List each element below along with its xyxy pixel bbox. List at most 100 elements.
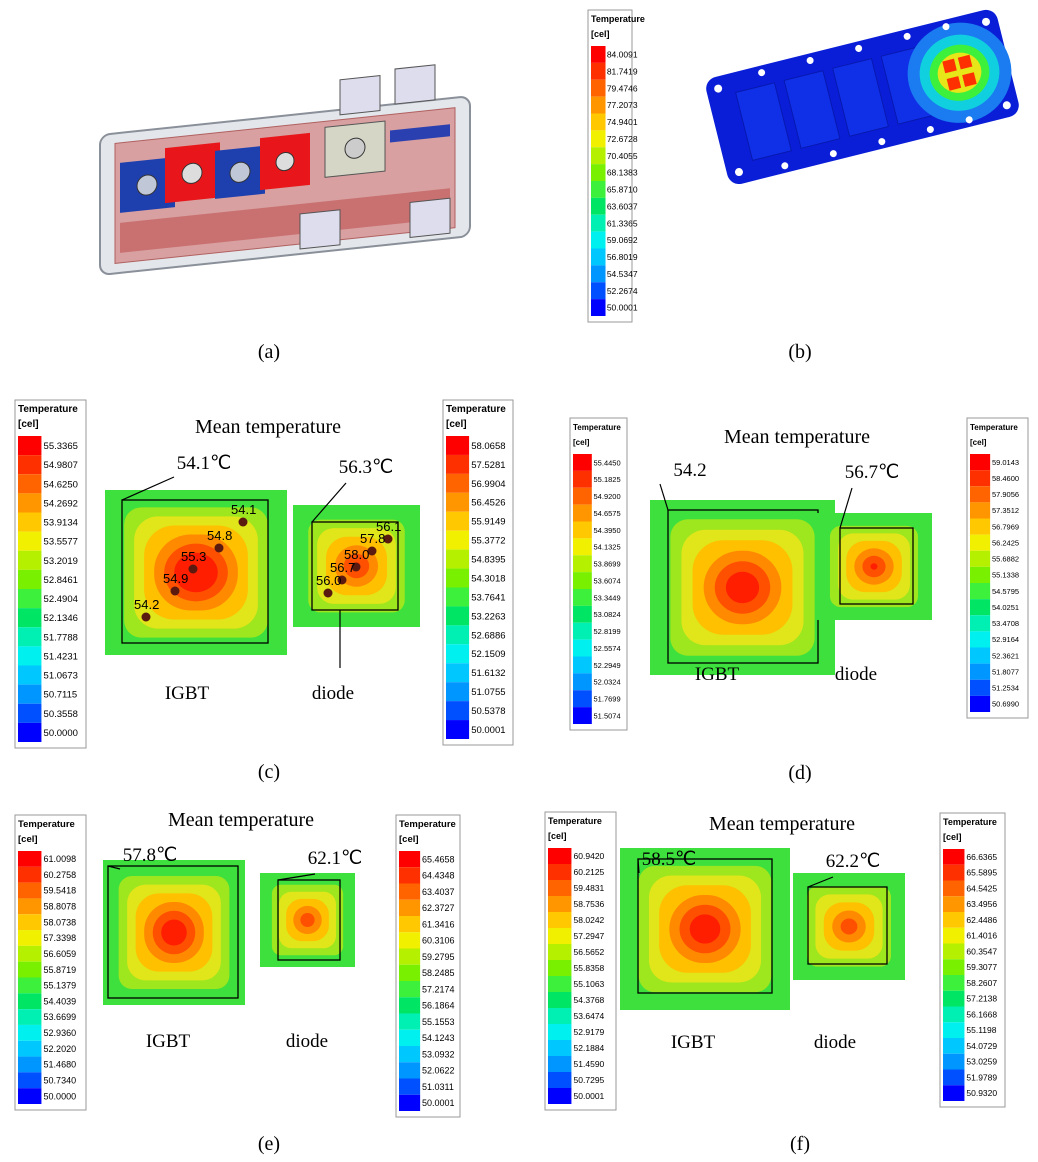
legend-swatch bbox=[399, 867, 420, 883]
legend-value: 56.7969 bbox=[992, 522, 1019, 531]
probe-label: 54.9 bbox=[163, 571, 188, 586]
legend-swatch bbox=[548, 976, 571, 992]
legend-swatch bbox=[18, 436, 41, 455]
legend-value: 62.4486 bbox=[966, 915, 997, 925]
legend-swatch bbox=[18, 1041, 41, 1057]
legend-value: 55.9149 bbox=[471, 517, 505, 528]
legend-swatch bbox=[943, 1070, 964, 1086]
heat-level bbox=[871, 563, 878, 569]
legend-swatch bbox=[943, 849, 964, 865]
legend-value: 51.4231 bbox=[44, 651, 78, 662]
legend-swatch bbox=[446, 606, 469, 625]
legend-value: 59.5418 bbox=[44, 886, 77, 896]
legend-value: 51.9789 bbox=[966, 1072, 997, 1082]
legend-value: 53.0259 bbox=[966, 1057, 997, 1067]
legend-value: 55.8358 bbox=[574, 963, 605, 973]
legend-swatch bbox=[18, 666, 41, 685]
legend-value: 51.7699 bbox=[594, 695, 621, 704]
legend-title: Temperature bbox=[548, 816, 602, 826]
legend-swatch bbox=[18, 883, 41, 899]
legend-swatch bbox=[970, 486, 990, 502]
legend-value: 59.0692 bbox=[607, 235, 638, 245]
legend-swatch bbox=[399, 997, 420, 1013]
legend-value: 50.0001 bbox=[471, 725, 505, 736]
legend-swatch bbox=[591, 130, 606, 147]
legend-unit: [cel] bbox=[573, 438, 590, 447]
legend-swatch bbox=[970, 502, 990, 518]
legend-value: 53.8699 bbox=[594, 560, 621, 569]
legend-swatch bbox=[943, 881, 964, 897]
legend-swatch bbox=[548, 992, 571, 1008]
legend-swatch bbox=[399, 884, 420, 900]
legend-swatch bbox=[943, 944, 964, 960]
legend-value: 50.6990 bbox=[992, 700, 1019, 709]
legend-swatch bbox=[18, 646, 41, 665]
legend-swatch bbox=[446, 531, 469, 550]
legend-value: 53.4708 bbox=[992, 619, 1019, 628]
legend-value: 57.2947 bbox=[574, 931, 605, 941]
device-name: IGBT bbox=[165, 683, 210, 704]
legend-value: 59.2795 bbox=[422, 952, 455, 962]
legend-value: 55.1379 bbox=[44, 981, 77, 991]
legend-swatch bbox=[399, 1014, 420, 1030]
legend-swatch bbox=[970, 680, 990, 696]
legend-value: 54.9200 bbox=[594, 492, 621, 501]
legend-value: 59.4831 bbox=[574, 883, 605, 893]
legend-value: 61.4016 bbox=[966, 931, 997, 941]
device-name: diode bbox=[286, 1031, 328, 1052]
legend-title: Temperature bbox=[18, 404, 78, 415]
mean-temperature: 57.8℃ bbox=[123, 845, 178, 866]
legend-swatch bbox=[548, 1056, 571, 1072]
legend-title: Temperature bbox=[18, 819, 75, 830]
legend-value: 52.8461 bbox=[44, 575, 78, 586]
heat-level bbox=[726, 572, 759, 604]
legend-swatch bbox=[399, 932, 420, 948]
legend-swatch bbox=[943, 1022, 964, 1038]
legend-value: 56.9904 bbox=[471, 479, 505, 490]
legend-swatch bbox=[943, 896, 964, 912]
legend-value: 50.0000 bbox=[44, 1091, 77, 1101]
panel-label: (e) bbox=[258, 1133, 280, 1155]
panel-label: (c) bbox=[258, 761, 280, 783]
legend-swatch bbox=[548, 1024, 571, 1040]
legend-title: Temperature bbox=[399, 819, 456, 830]
legend-value: 51.5074 bbox=[594, 711, 621, 720]
legend-value: 66.6365 bbox=[966, 852, 997, 862]
figure: (a)(b)Temperature[cel]84.009181.741979.4… bbox=[0, 0, 1038, 1162]
probe-label: 54.1 bbox=[231, 502, 256, 517]
legend-swatch bbox=[446, 682, 469, 701]
legend-value: 53.3449 bbox=[594, 593, 621, 602]
legend-swatch bbox=[970, 599, 990, 615]
legend-swatch bbox=[548, 864, 571, 880]
legend-swatch bbox=[446, 663, 469, 682]
legend-value: 65.4658 bbox=[422, 854, 455, 864]
legend-swatch bbox=[591, 249, 606, 266]
legend-value: 57.3512 bbox=[992, 506, 1019, 515]
legend-value: 54.0729 bbox=[966, 1041, 997, 1051]
legend-value: 53.7641 bbox=[471, 592, 505, 603]
legend-value: 52.0622 bbox=[422, 1066, 455, 1076]
probe-label: 54.2 bbox=[134, 597, 159, 612]
heading: Mean temperature bbox=[168, 809, 314, 831]
heading: Mean temperature bbox=[709, 813, 855, 835]
legend-swatch bbox=[18, 946, 41, 962]
legend-swatch bbox=[18, 589, 41, 608]
legend-swatch bbox=[591, 63, 606, 80]
legend-value: 53.0824 bbox=[594, 610, 621, 619]
legend-value: 53.0932 bbox=[422, 1049, 455, 1059]
legend-swatch bbox=[970, 567, 990, 583]
legend-swatch bbox=[18, 930, 41, 946]
legend-swatch bbox=[573, 707, 592, 724]
legend-value: 65.5895 bbox=[966, 868, 997, 878]
legend-value: 55.3772 bbox=[471, 536, 505, 547]
legend-value: 55.3365 bbox=[44, 441, 78, 452]
probe-point bbox=[142, 613, 151, 622]
legend-swatch bbox=[970, 519, 990, 535]
device-name: diode bbox=[814, 1032, 856, 1053]
legend-value: 52.1884 bbox=[574, 1043, 605, 1053]
legend-swatch bbox=[943, 912, 964, 928]
device-name: diode bbox=[312, 683, 354, 704]
legend-value: 52.1509 bbox=[471, 649, 505, 660]
legend-value: 51.0311 bbox=[422, 1082, 454, 1092]
legend-swatch bbox=[18, 532, 41, 551]
